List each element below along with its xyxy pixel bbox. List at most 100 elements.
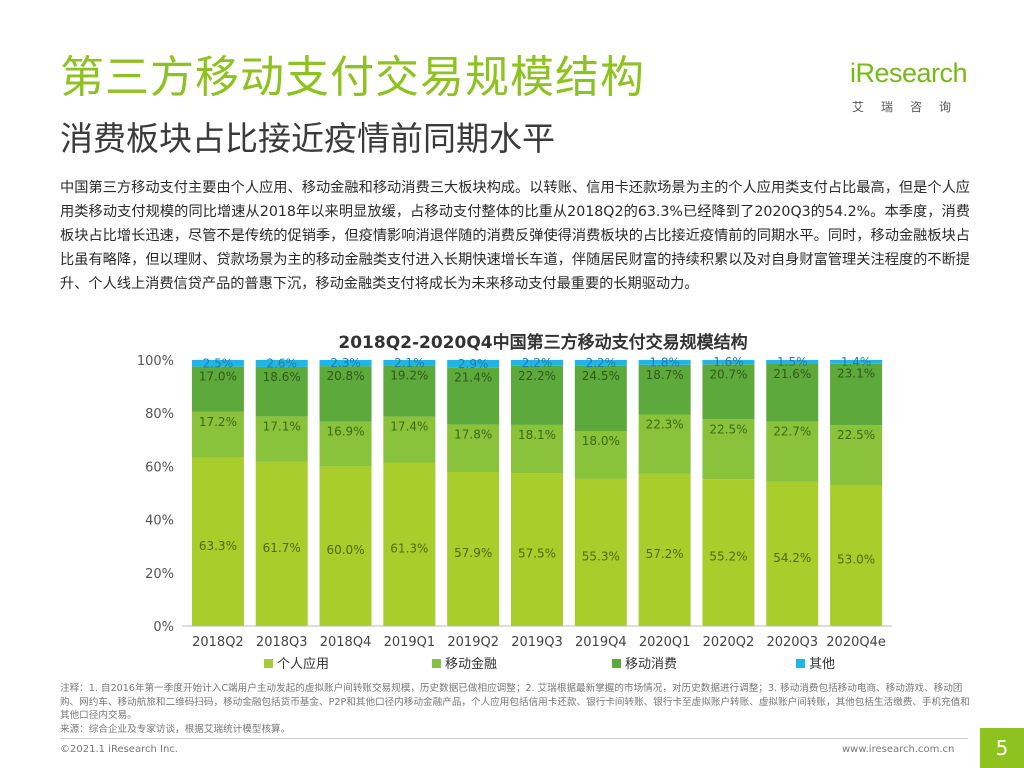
bar-value-label: 22.7% — [773, 424, 811, 438]
legend-swatch — [612, 659, 621, 668]
bar-segment — [447, 424, 500, 472]
bar-segment — [511, 365, 563, 425]
bar-value-label: 17.8% — [454, 428, 492, 442]
legend-label: 个人应用 — [277, 656, 329, 672]
bar-value-label: 16.9% — [326, 424, 364, 438]
bar-segment — [830, 360, 883, 364]
page-number: 5 — [980, 728, 1024, 768]
intro-paragraph: 中国第三方移动支付主要由个人应用、移动金融和移动消费三大板块构成。以转账、信用卡… — [60, 180, 970, 292]
bar-segment — [766, 360, 819, 364]
bar-value-label: 18.6% — [263, 370, 301, 384]
bar-segment — [511, 360, 563, 366]
legend-swatch — [796, 659, 805, 668]
bar-value-label: 57.9% — [454, 546, 492, 560]
bar-segment — [191, 411, 244, 458]
logo-subtext: 艾瑞咨询 — [852, 100, 969, 114]
bar-value-label: 17.4% — [390, 420, 428, 434]
bar-segment — [255, 461, 308, 626]
chart-title: 2018Q2-2020Q4中国第三方移动支付交易规模结构 — [338, 332, 747, 353]
bar-segment — [574, 431, 627, 479]
x-tick-label: 2020Q1 — [639, 635, 691, 650]
bar-segment — [702, 360, 755, 365]
y-tick-label: 0% — [153, 620, 174, 635]
bar-segment — [702, 479, 755, 626]
bar-segment — [638, 473, 691, 626]
bar-segment — [319, 366, 372, 422]
iresearch-logo: iResearch 艾瑞咨询 — [850, 60, 980, 120]
bar-segment — [638, 364, 691, 415]
bar-value-label: 2.6% — [266, 356, 297, 370]
y-tick-label: 80% — [145, 407, 174, 422]
bar-segment — [702, 419, 755, 480]
bar-value-label: 22.5% — [837, 428, 875, 442]
bar-segment — [383, 360, 436, 366]
bar-segment — [255, 360, 308, 367]
bar-value-label: 1.5% — [777, 355, 808, 369]
bar-segment — [191, 457, 244, 626]
bar-value-label: 24.5% — [582, 369, 620, 383]
bar-value-label: 1.4% — [841, 355, 872, 369]
legend-swatch — [432, 659, 441, 668]
page-subtitle: 消费板块占比接近疫情前同期水平 — [60, 119, 555, 158]
bar-segment — [830, 485, 883, 626]
footer-divider — [60, 738, 968, 739]
bar-value-label: 61.3% — [390, 541, 428, 555]
bar-segment — [447, 360, 500, 368]
x-tick-label: 2019Q4 — [575, 635, 627, 650]
bar-value-label: 18.0% — [582, 434, 620, 448]
bar-segment — [319, 466, 372, 626]
bar-value-label: 21.6% — [773, 367, 811, 381]
copyright-text: ©2021.1 iResearch Inc. — [60, 744, 178, 755]
bar-value-label: 20.8% — [326, 369, 364, 383]
bar-segment — [255, 366, 308, 417]
legend-label: 移动金融 — [445, 656, 497, 672]
bar-value-label: 2.3% — [330, 356, 361, 370]
bar-value-label: 18.7% — [646, 368, 684, 382]
bar-segment — [766, 421, 819, 482]
bar-segment — [830, 363, 883, 426]
bar-value-label: 17.0% — [199, 370, 237, 384]
bar-segment — [255, 416, 308, 462]
legend-label: 其他 — [809, 657, 835, 672]
bar-segment — [447, 367, 500, 425]
bar-segment — [638, 360, 691, 365]
x-tick-label: 2020Q3 — [766, 635, 818, 650]
bar-value-label: 55.2% — [709, 550, 747, 564]
bar-value-label: 1.8% — [649, 355, 680, 369]
bar-value-label: 17.1% — [263, 419, 301, 433]
bar-value-label: 1.6% — [713, 355, 744, 369]
bar-segment — [638, 414, 691, 474]
bar-value-label: 54.2% — [773, 551, 811, 565]
bar-segment — [319, 421, 372, 467]
bar-value-label: 2.5% — [203, 356, 234, 370]
bar-value-label: 2.2% — [522, 356, 553, 370]
bar-segment — [191, 360, 244, 367]
footnote-note: 注释：1. 自2016年第一季度开始计入C端用户主动发起的虚拟账户间转账交易规模… — [60, 683, 970, 721]
y-tick-label: 100% — [137, 354, 174, 369]
x-tick-label: 2019Q2 — [447, 635, 499, 650]
logo-text: iResearch — [850, 58, 968, 88]
website-link[interactable]: www.iresearch.com.cn — [842, 744, 955, 755]
bar-value-label: 20.7% — [709, 367, 747, 381]
bar-value-label: 22.5% — [709, 422, 747, 436]
bar-segment — [702, 364, 755, 420]
bar-segment — [511, 473, 563, 626]
page-title: 第三方移动支付交易规模结构 — [60, 52, 645, 103]
bar-value-label: 17.2% — [199, 415, 237, 429]
x-tick-label: 2018Q2 — [192, 635, 244, 650]
bar-value-label: 2.9% — [458, 357, 489, 371]
legend-swatch — [264, 659, 273, 668]
footnote: 注释：1. 自2016年第一季度开始计入C端用户主动发起的虚拟账户间转账交易规模… — [60, 682, 970, 736]
bar-segment — [511, 424, 563, 474]
x-tick-label: 2020Q4e — [826, 635, 886, 650]
bar-value-label: 23.1% — [837, 367, 875, 381]
x-tick-label: 2020Q2 — [703, 635, 755, 650]
bar-value-label: 61.7% — [263, 541, 301, 555]
bar-value-label: 18.1% — [518, 428, 556, 442]
x-tick-label: 2019Q3 — [511, 635, 563, 650]
footnote-source: 来源：综合企业及专家访谈，根据艾瑞统计模型核算。 — [60, 723, 291, 735]
bar-value-label: 55.3% — [582, 549, 620, 563]
bar-segment — [574, 360, 627, 366]
bar-segment — [830, 425, 883, 486]
